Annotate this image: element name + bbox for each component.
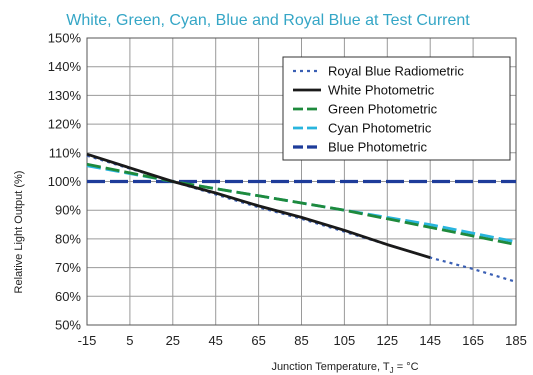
x-axis-label-suffix: = °C [394, 361, 419, 373]
x-axis-label-main: Junction Temperature, T [271, 361, 389, 373]
y-tick-label: 100% [48, 174, 82, 189]
series-line [86, 162, 517, 246]
y-tick-label: 80% [55, 231, 81, 246]
x-tick-label: 185 [505, 333, 527, 348]
x-tick-label: 45 [208, 333, 222, 348]
series-line [86, 152, 431, 259]
y-tick-labels: 50% 60% 70% 80% 90% 100% 110% 120% 130% 140% 150% [48, 31, 82, 333]
x-tick-label: 65 [251, 333, 265, 348]
y-tick-label: 60% [55, 289, 81, 304]
x-tick-label: 5 [126, 333, 133, 348]
legend-label: Blue Photometric [328, 140, 427, 155]
legend-label: Royal Blue Radiometric [328, 64, 464, 79]
y-tick-label: 110% [49, 145, 82, 160]
legend-label: White Photometric [328, 83, 435, 98]
legend-box [282, 56, 511, 161]
y-tick-label: 70% [55, 260, 81, 275]
chart-title: White, Green, Cyan, Blue and Royal Blue … [66, 12, 470, 29]
y-tick-label: 90% [55, 203, 81, 218]
x-tick-labels: -15 5 25 45 65 85 105 125 145 165 185 [78, 333, 527, 348]
x-tick-label: 125 [376, 333, 398, 348]
y-tick-label: 120% [48, 117, 82, 132]
y-tick-label: 130% [48, 88, 82, 103]
legend-label: Green Photometric [328, 102, 438, 117]
x-tick-label: 85 [294, 333, 308, 348]
series-lines [86, 152, 517, 283]
x-tick-label: -15 [78, 333, 97, 348]
x-axis-label-subscript: J [390, 366, 394, 375]
y-tick-label: 50% [55, 318, 81, 333]
x-tick-label: 25 [166, 333, 180, 348]
x-tick-label: 105 [334, 333, 356, 348]
y-axis-label: Relative Light Output (%) [13, 171, 25, 294]
x-tick-label: 165 [462, 333, 484, 348]
y-tick-label: 140% [48, 59, 82, 74]
x-axis-label: Junction Temperature, TJ = °C [271, 361, 418, 375]
legend-label: Cyan Photometric [328, 121, 432, 136]
legend: Royal Blue Radiometric White Photometric G… [282, 56, 511, 161]
y-tick-label: 150% [48, 31, 82, 46]
x-tick-label: 145 [419, 333, 441, 348]
